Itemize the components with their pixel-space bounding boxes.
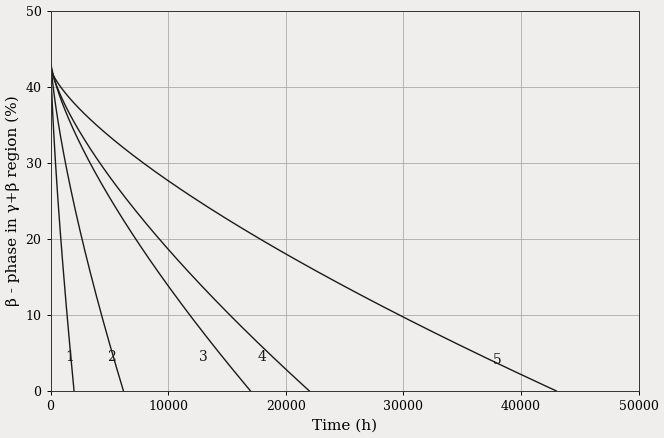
Text: 4: 4 <box>258 350 267 364</box>
Text: 1: 1 <box>65 350 74 364</box>
Text: 2: 2 <box>108 350 116 364</box>
Text: 5: 5 <box>493 353 502 367</box>
Y-axis label: β - phase in γ+β region (%): β - phase in γ+β region (%) <box>5 95 20 306</box>
Text: 3: 3 <box>199 350 208 364</box>
X-axis label: Time (h): Time (h) <box>312 418 377 432</box>
